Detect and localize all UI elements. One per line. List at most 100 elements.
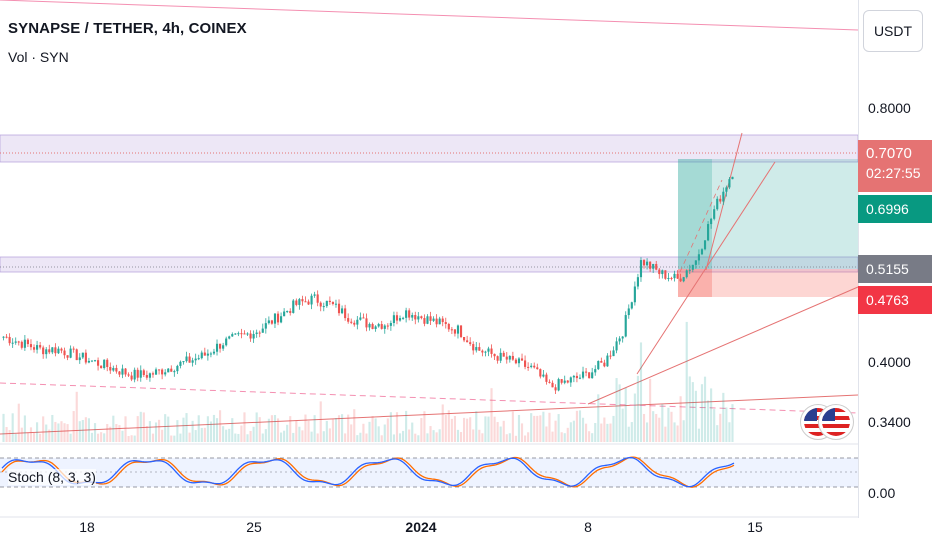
volume-bar bbox=[694, 390, 697, 442]
candle bbox=[368, 323, 371, 328]
candle bbox=[621, 336, 624, 339]
candle bbox=[212, 351, 216, 354]
candle bbox=[225, 338, 228, 346]
candle bbox=[661, 270, 664, 275]
candle bbox=[490, 348, 493, 354]
candle bbox=[530, 365, 533, 368]
currency-button[interactable]: USDT bbox=[863, 10, 923, 52]
volume-bar bbox=[97, 433, 100, 442]
volume-bar bbox=[713, 409, 716, 442]
candle bbox=[536, 367, 539, 370]
candle bbox=[499, 352, 502, 361]
candle bbox=[597, 361, 600, 370]
candle bbox=[511, 355, 514, 360]
candle bbox=[719, 198, 722, 202]
candle bbox=[652, 263, 655, 269]
volume-bar bbox=[636, 375, 639, 442]
volume-bar bbox=[670, 411, 673, 442]
candle bbox=[496, 356, 499, 361]
candle bbox=[261, 328, 264, 333]
volume-bar bbox=[386, 418, 389, 442]
volume-bar bbox=[423, 411, 426, 442]
volume-bar bbox=[633, 393, 636, 442]
trendline-rise-2[interactable] bbox=[636, 161, 776, 375]
trendline-rise-1[interactable] bbox=[587, 286, 859, 405]
stoch-label[interactable]: Stoch (8, 3, 3) bbox=[8, 469, 96, 485]
volume-bar bbox=[310, 431, 313, 442]
candle bbox=[697, 254, 700, 261]
candle bbox=[109, 367, 112, 371]
volume-bar bbox=[42, 416, 45, 442]
volume-bar bbox=[93, 423, 97, 442]
candle bbox=[307, 301, 310, 305]
volume-bar bbox=[215, 418, 219, 442]
volume-bar bbox=[63, 423, 66, 442]
candle bbox=[520, 358, 524, 361]
candle bbox=[450, 329, 453, 331]
volume-bar bbox=[377, 426, 380, 442]
candle bbox=[350, 321, 353, 323]
candle bbox=[688, 269, 691, 271]
trendline-top[interactable] bbox=[0, 0, 859, 31]
volume-bar bbox=[728, 422, 731, 442]
volume-bar bbox=[691, 382, 694, 442]
volume-bar bbox=[575, 410, 578, 442]
volume-bar bbox=[548, 412, 551, 442]
candle bbox=[395, 315, 399, 321]
candle bbox=[158, 369, 161, 371]
trendline-rise-4[interactable] bbox=[679, 179, 723, 273]
trendline-bottom[interactable] bbox=[0, 394, 859, 435]
volume-bar bbox=[459, 432, 463, 442]
volume-bar bbox=[316, 433, 319, 442]
candle bbox=[185, 356, 188, 362]
candle bbox=[255, 332, 258, 335]
time-tick: 8 bbox=[584, 519, 592, 535]
candle bbox=[658, 269, 661, 275]
volume-bar bbox=[11, 413, 14, 442]
volume-bar bbox=[194, 430, 197, 442]
candle bbox=[533, 365, 536, 368]
volume-bar bbox=[280, 432, 283, 442]
candle bbox=[667, 277, 670, 279]
volume-bar bbox=[456, 429, 460, 442]
volume-bar bbox=[484, 416, 487, 442]
volume-bar bbox=[661, 404, 664, 442]
candle bbox=[484, 351, 487, 353]
volume-bar bbox=[103, 433, 106, 442]
candle bbox=[414, 315, 417, 320]
candle bbox=[557, 379, 560, 391]
stop-zone-dark bbox=[678, 269, 712, 297]
volume-bar bbox=[505, 434, 508, 442]
volume-bar bbox=[356, 435, 359, 442]
volume-bar bbox=[325, 420, 328, 442]
volume-bar bbox=[435, 432, 438, 442]
resistance-zone-upper[interactable] bbox=[0, 134, 859, 163]
volume-label: Vol · SYN bbox=[8, 49, 69, 65]
volume-bar bbox=[264, 429, 267, 442]
trendline-dashed[interactable] bbox=[0, 382, 859, 414]
volume-bar bbox=[530, 413, 533, 442]
candle bbox=[347, 318, 350, 322]
volume-bar bbox=[170, 435, 173, 442]
candle bbox=[130, 375, 133, 380]
volume-bar bbox=[554, 420, 557, 442]
volume-bar bbox=[112, 415, 115, 442]
candle bbox=[60, 348, 63, 351]
volume-bar bbox=[100, 432, 103, 442]
candle bbox=[26, 339, 29, 345]
target-zone[interactable] bbox=[678, 159, 858, 269]
stop-zone[interactable] bbox=[678, 269, 858, 297]
price-tick: 0.00 bbox=[868, 485, 896, 501]
candle bbox=[417, 316, 420, 320]
volume-bar bbox=[90, 432, 94, 442]
us-flag-icon[interactable] bbox=[818, 404, 854, 440]
volume-bar bbox=[319, 401, 322, 442]
volume-bar bbox=[304, 414, 307, 442]
candle bbox=[624, 315, 627, 337]
volume-bar bbox=[145, 426, 148, 442]
candle bbox=[356, 319, 359, 325]
volume-bar bbox=[222, 426, 225, 442]
volume-bar bbox=[539, 415, 542, 442]
volume-bar bbox=[490, 388, 493, 442]
